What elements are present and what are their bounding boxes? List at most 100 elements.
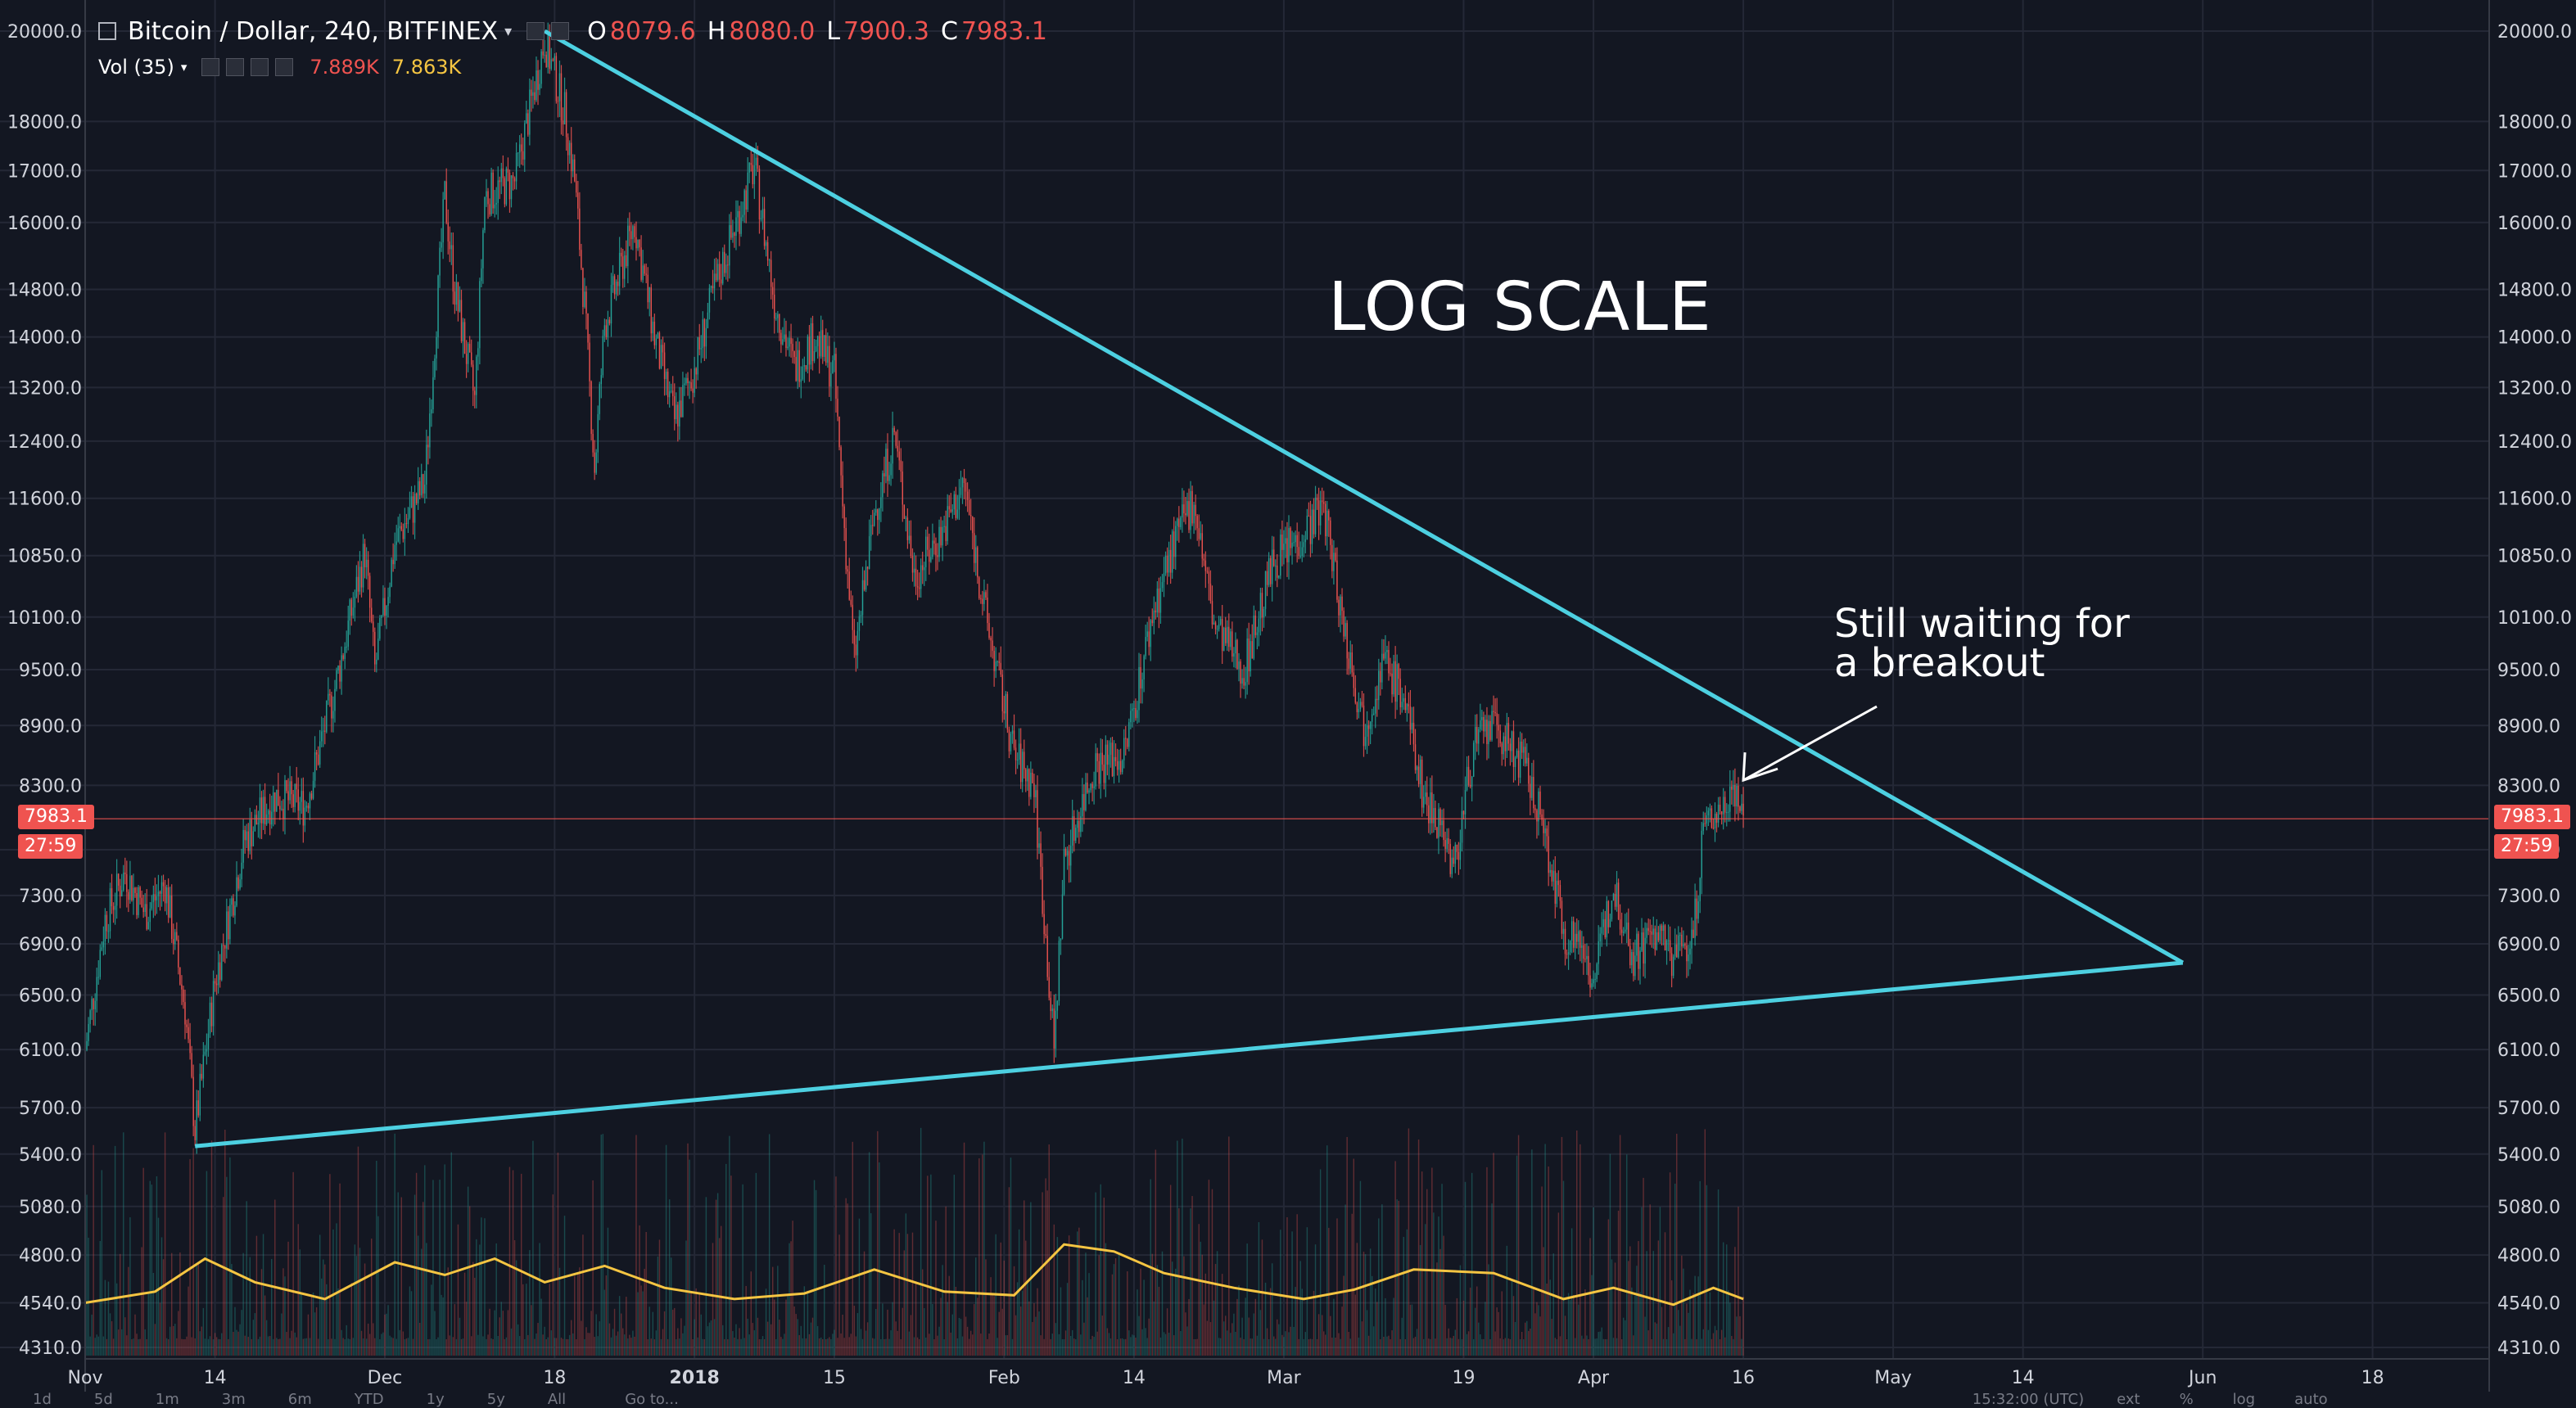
candle-body: [1586, 955, 1588, 959]
range-button-6m[interactable]: 6m: [287, 1391, 312, 1408]
close-icon[interactable]: [275, 58, 294, 76]
x-tick-label: 2018: [670, 1368, 720, 1388]
volume-bar: [1662, 1338, 1665, 1356]
range-button-3m[interactable]: 3m: [221, 1391, 246, 1408]
candle-body: [900, 460, 902, 472]
range-button-all[interactable]: All: [547, 1391, 567, 1408]
volume-legend[interactable]: Vol (35) ▾ 7.889K 7.863K: [98, 51, 461, 83]
symbol-legend[interactable]: Bitcoin / Dollar, 240, BITFINEX ▾ O 8079…: [98, 13, 1047, 49]
volume-bar: [1053, 1224, 1055, 1356]
volume-bar: [1519, 1339, 1521, 1356]
volume-bar: [504, 1338, 506, 1356]
volume-bar: [244, 1335, 246, 1356]
last-price-tag-left: 7983.1: [18, 805, 94, 829]
volume-bar: [1629, 1246, 1631, 1356]
candle-body: [470, 352, 472, 365]
eye-icon[interactable]: [201, 58, 220, 76]
volume-bar: [279, 1338, 281, 1356]
volume-bar: [1013, 1266, 1015, 1356]
volume-bar: [1709, 1292, 1711, 1356]
candle-body: [131, 875, 133, 900]
volume-bar: [807, 1290, 809, 1356]
scale-buttons[interactable]: ext% log auto: [2117, 1391, 2367, 1408]
volume-bar: [760, 1338, 762, 1356]
volume-bar: [1006, 1335, 1009, 1356]
candle-body: [1171, 531, 1173, 573]
candle-body: [517, 152, 519, 154]
candle-body: [454, 291, 456, 305]
volume-bar: [319, 1234, 321, 1356]
candle-body: [126, 873, 128, 892]
volume-bar: [865, 1330, 867, 1356]
candle-body: [515, 152, 517, 182]
collapse-icon[interactable]: [98, 22, 116, 40]
range-button-5y[interactable]: 5y: [486, 1391, 505, 1408]
scale-button-auto[interactable]: auto: [2294, 1391, 2328, 1408]
settings-icon[interactable]: [551, 22, 570, 40]
range-buttons[interactable]: 1d 5d 1m 3m 6m YTD 1y 5y All: [33, 1391, 608, 1408]
range-button-1d[interactable]: 1d: [33, 1391, 52, 1408]
volume-bar: [845, 1198, 847, 1356]
volume-bar: [152, 1272, 155, 1356]
volume-bar: [790, 1241, 792, 1356]
volume-bar: [524, 1338, 526, 1356]
candle-body: [534, 92, 536, 101]
goto-button[interactable]: Go to...: [625, 1391, 679, 1408]
chevron-down-icon[interactable]: ▾: [180, 60, 188, 74]
volume-bar: [890, 1330, 892, 1356]
range-button-1y[interactable]: 1y: [426, 1391, 445, 1408]
candle-body: [1328, 510, 1330, 521]
volume-bar: [1522, 1338, 1525, 1356]
volume-title[interactable]: Vol (35): [98, 56, 174, 79]
bottom-toolbar[interactable]: 1d 5d 1m 3m 6m YTD 1y 5y All Go to... 15:32:00 (…: [0, 1391, 2576, 1408]
eye-icon[interactable]: [526, 22, 545, 40]
volume-bar: [1183, 1256, 1185, 1356]
volume-bar: [977, 1297, 978, 1356]
settings-icon[interactable]: [226, 58, 245, 76]
volume-bar: [1659, 1207, 1661, 1356]
log-scale-annotation[interactable]: LOG SCALE: [1328, 269, 1712, 346]
candle-body: [1156, 589, 1159, 613]
breakout-callout[interactable]: Still waiting for a breakout: [1834, 604, 2130, 683]
volume-bar: [1554, 1338, 1557, 1356]
volume-bar: [439, 1180, 441, 1356]
candle-body: [1526, 757, 1528, 764]
volume-bar: [91, 1314, 93, 1356]
volume-bar: [321, 1278, 323, 1356]
candle-body: [871, 525, 874, 526]
candle-body: [680, 400, 682, 417]
candle-body: [624, 255, 626, 279]
scale-button-log[interactable]: log: [2232, 1391, 2256, 1408]
candle-body: [1051, 1008, 1053, 1012]
chevron-down-icon[interactable]: ▾: [504, 22, 513, 40]
y-tick-label-left: 12400.0: [7, 432, 82, 453]
add-icon[interactable]: [251, 58, 269, 76]
candle-body: [1241, 678, 1243, 684]
range-button-1m[interactable]: 1m: [155, 1391, 179, 1408]
candle-body: [1025, 769, 1027, 782]
range-button-5d[interactable]: 5d: [93, 1391, 113, 1408]
scale-button-ext[interactable]: ext: [2117, 1391, 2140, 1408]
range-button-ytd[interactable]: YTD: [354, 1391, 384, 1408]
candle-body: [242, 829, 244, 863]
utc-time[interactable]: 15:32:00 (UTC): [1972, 1391, 2085, 1408]
volume-bar: [1146, 1338, 1148, 1356]
candle-body: [347, 621, 349, 647]
symbol-title[interactable]: Bitcoin / Dollar, 240, BITFINEX: [128, 16, 499, 46]
volume-bar: [988, 1333, 990, 1356]
candle-body: [329, 693, 331, 696]
candle-body: [450, 245, 453, 250]
volume-bar: [858, 1218, 861, 1356]
scale-button-percent[interactable]: %: [2179, 1391, 2194, 1408]
candle-body: [123, 872, 124, 891]
volume-bar: [1369, 1248, 1372, 1356]
candle-body: [169, 895, 171, 918]
candle-body: [1722, 797, 1724, 815]
y-tick-label-right: 18000.0: [2497, 112, 2572, 133]
candle-body: [1496, 713, 1498, 725]
volume-value: 7.889K: [310, 56, 379, 79]
volume-bar: [577, 1274, 579, 1356]
candle-body: [1304, 539, 1307, 543]
candle-body: [429, 413, 431, 448]
